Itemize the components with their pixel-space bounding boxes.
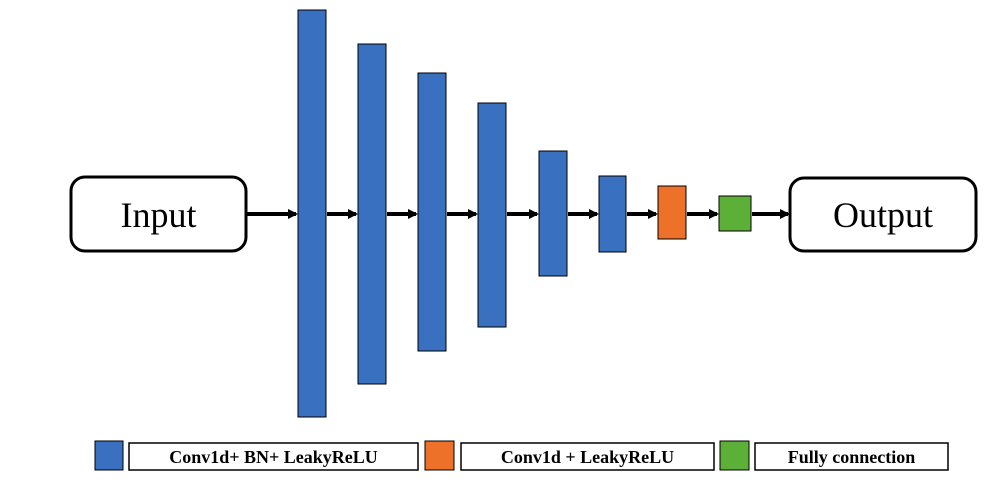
input-box bbox=[69, 175, 248, 253]
layer-block-6 bbox=[598, 175, 627, 253]
legend-label-conv: Conv1d + LeakyReLU bbox=[501, 447, 674, 467]
legend-swatch-conv-bn bbox=[94, 440, 124, 471]
legend-item-conv: Conv1d + LeakyReLU bbox=[424, 440, 715, 471]
output-box bbox=[788, 176, 978, 253]
layer-block-5 bbox=[538, 150, 568, 277]
input-label: Input bbox=[121, 195, 197, 235]
layer-block-1 bbox=[297, 9, 327, 418]
legend: Conv1d+ BN+ LeakyReLU Conv1d + LeakyReLU… bbox=[94, 440, 949, 471]
legend-label-fc: Fully connection bbox=[788, 447, 916, 467]
legend-label-box-conv bbox=[460, 442, 715, 471]
layer-block-7 bbox=[657, 185, 687, 240]
legend-swatch-conv bbox=[424, 440, 455, 471]
layer-block-3 bbox=[417, 72, 447, 352]
output-label: Output bbox=[833, 195, 933, 235]
legend-label-box-fc bbox=[754, 442, 949, 471]
layer-block-8 bbox=[718, 195, 752, 232]
legend-swatch-fc bbox=[719, 440, 750, 471]
legend-item-conv-bn: Conv1d+ BN+ LeakyReLU bbox=[94, 440, 419, 471]
layers-group bbox=[297, 9, 752, 418]
input-node: Input bbox=[69, 175, 248, 253]
output-node: Output bbox=[788, 176, 978, 253]
legend-label-box-conv-bn bbox=[128, 442, 419, 471]
legend-item-fc: Fully connection bbox=[719, 440, 949, 471]
legend-label-conv-bn: Conv1d+ BN+ LeakyReLU bbox=[169, 447, 378, 467]
layer-block-4 bbox=[477, 102, 507, 328]
layer-block-2 bbox=[357, 43, 387, 385]
